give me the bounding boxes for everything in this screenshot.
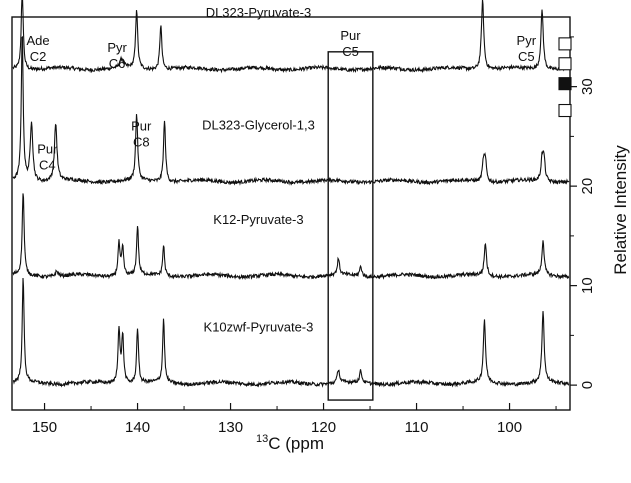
x-tick-label: 110 — [405, 419, 429, 436]
peak-annotation-line: Pur — [131, 118, 152, 133]
y-tick-label: 30 — [579, 78, 596, 95]
series-label: K12-Pyruvate-3 — [213, 212, 303, 227]
marker-layer — [558, 37, 572, 118]
plot-frame — [11, 16, 571, 411]
series-2: K12-Pyruvate-3 — [12, 193, 570, 281]
x-axis-title-superscript: 13 — [256, 433, 268, 445]
peak-annotation-line: Pur — [37, 141, 58, 156]
open-square-marker — [558, 57, 572, 71]
highlight-box-layer — [327, 51, 374, 401]
x-tick-label: 130 — [218, 419, 243, 436]
x-tick-label: 100 — [497, 419, 522, 436]
x-tick-label: 150 — [32, 419, 57, 436]
peak-annotation-line: C6 — [109, 56, 126, 71]
peak-annotation-line: C4 — [39, 157, 56, 172]
peak-annotation-line: Pyr — [107, 40, 127, 55]
x-tick-label: 120 — [311, 419, 336, 436]
peak-annotation-line: C2 — [30, 49, 47, 64]
open-square-marker — [558, 103, 572, 118]
peak-annotation: Pur C5 — [340, 28, 361, 59]
peak-annotation: Pur C4 — [37, 141, 58, 172]
x-axis: 150 140 130 120 110 100 — [32, 403, 557, 436]
y-tick-label: 0 — [579, 381, 596, 389]
spectrum-line — [12, 193, 570, 281]
peak-annotation-line: C5 — [518, 49, 535, 64]
peak-annotation: Ade C2 — [26, 33, 49, 64]
peak-annotation-line: Pyr — [517, 33, 537, 48]
y-axis-title: Relative Intensity — [611, 145, 630, 275]
y-tick-label: 20 — [579, 178, 596, 195]
x-axis-title-text: C (ppm — [268, 434, 324, 453]
series-0: DL323-Pyruvate-3 — [12, 0, 570, 74]
filled-square-marker — [558, 77, 572, 91]
open-square-marker — [558, 37, 572, 51]
peak-annotation: Pur C8 — [131, 118, 152, 149]
y-tick-label: 10 — [579, 277, 596, 294]
spectrum-line — [12, 277, 570, 388]
series-3: K10zwf-Pyruvate-3 — [12, 277, 570, 388]
peak-annotation-line: Ade — [26, 33, 49, 48]
peak-annotation-line: C8 — [133, 134, 150, 149]
y-axis: 0 10 20 30 — [570, 36, 596, 389]
peak-annotation: Pyr C5 — [517, 33, 537, 64]
peak-annotation: Pyr C6 — [107, 40, 127, 71]
series-label: K10zwf-Pyruvate-3 — [204, 319, 314, 334]
series-label: DL323-Pyruvate-3 — [206, 5, 312, 20]
peak-annotation-line: C5 — [342, 44, 359, 59]
x-axis-title: 13C (ppm — [256, 433, 324, 453]
series-1: DL323-Glycerol-1,3 — [12, 36, 570, 186]
spectrum-line — [12, 36, 570, 186]
series-label: DL323-Glycerol-1,3 — [202, 117, 315, 132]
peak-annotation-line: Pur — [340, 28, 361, 43]
x-tick-label: 140 — [125, 419, 150, 436]
spectrum-line — [12, 0, 570, 74]
highlight-box — [327, 51, 374, 401]
series-layer: DL323-Pyruvate-3 DL323-Glycerol-1,3 K12-Py… — [12, 0, 570, 388]
